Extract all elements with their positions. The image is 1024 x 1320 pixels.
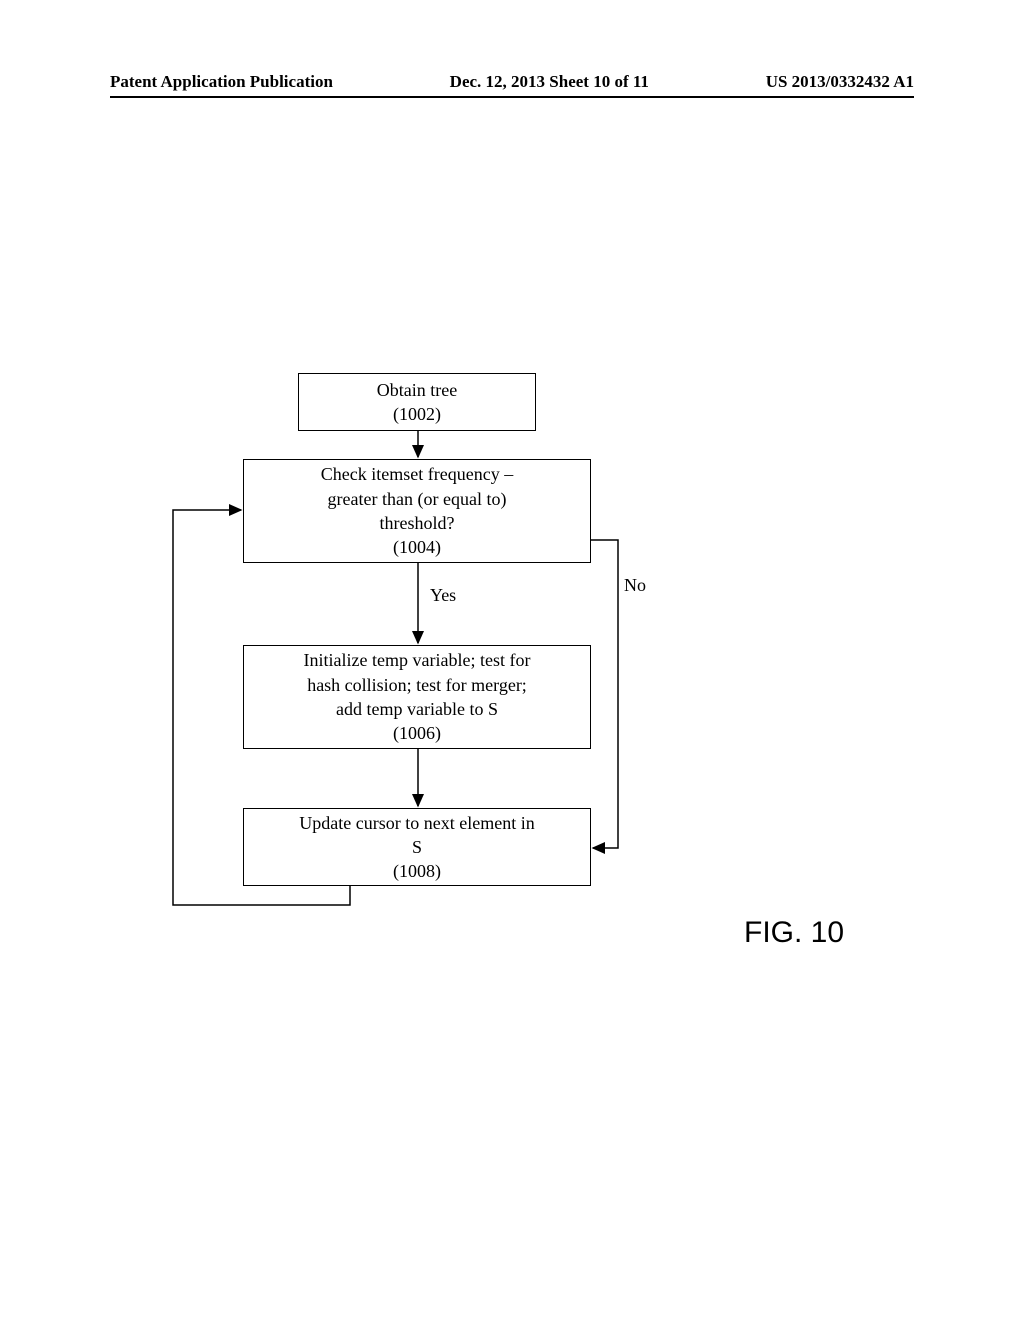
- flowchart-box-1006: Initialize temp variable; test for hash …: [243, 645, 591, 749]
- box-text: Initialize temp variable; test for: [254, 648, 580, 672]
- box-ref: (1002): [309, 402, 525, 426]
- box-ref: (1008): [254, 859, 580, 883]
- flowchart-box-1002: Obtain tree (1002): [298, 373, 536, 431]
- box-text: hash collision; test for merger;: [254, 673, 580, 697]
- box-ref: (1004): [254, 535, 580, 559]
- box-text: threshold?: [254, 511, 580, 535]
- box-text: add temp variable to S: [254, 697, 580, 721]
- edge-label-no: No: [624, 575, 646, 596]
- box-text: S: [254, 835, 580, 859]
- box-text: Check itemset frequency –: [254, 462, 580, 486]
- figure-label: FIG. 10: [744, 916, 844, 950]
- box-text: Obtain tree: [309, 378, 525, 402]
- edge-label-yes: Yes: [430, 585, 456, 606]
- flowchart-box-1004: Check itemset frequency – greater than (…: [243, 459, 591, 563]
- flowchart: Obtain tree (1002) Check itemset frequen…: [0, 0, 1024, 1320]
- flowchart-box-1008: Update cursor to next element in S (1008…: [243, 808, 591, 886]
- box-ref: (1006): [254, 721, 580, 745]
- box-text: greater than (or equal to): [254, 487, 580, 511]
- box-text: Update cursor to next element in: [254, 811, 580, 835]
